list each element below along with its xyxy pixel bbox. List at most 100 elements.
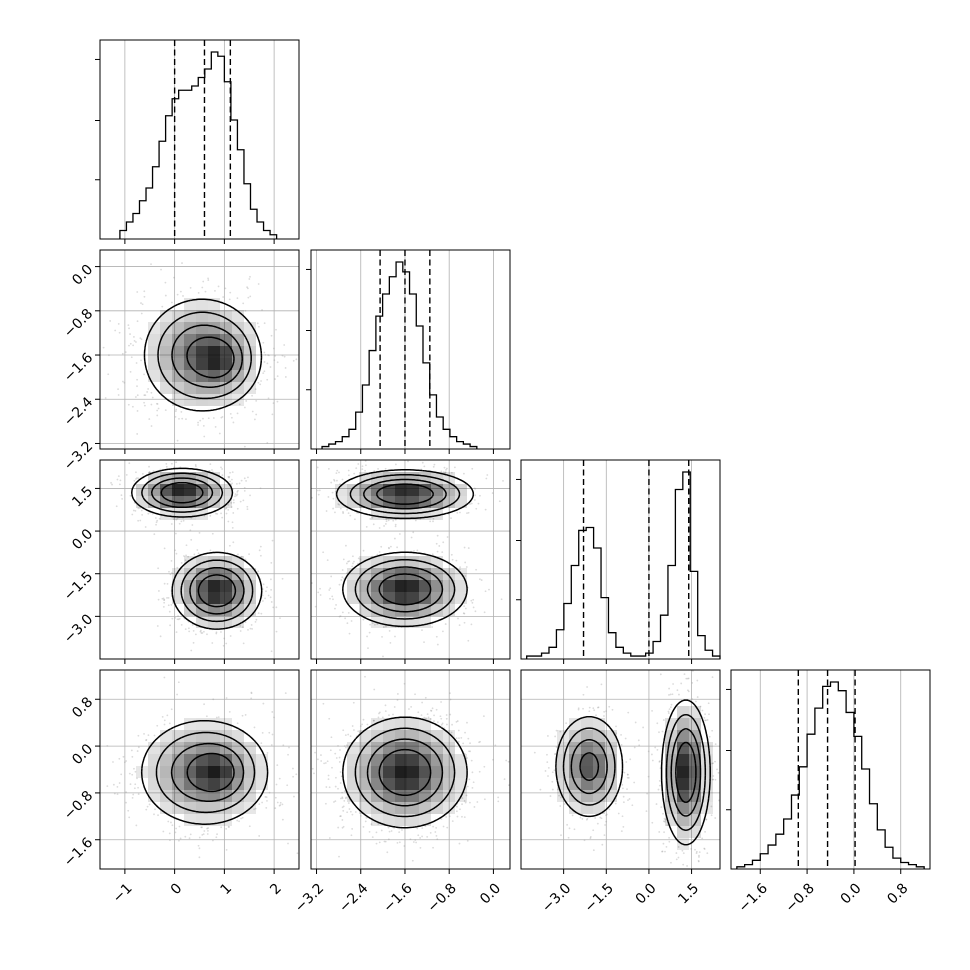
scatter-point	[361, 468, 364, 471]
scatter-point	[435, 542, 438, 545]
hist-panel-2	[516, 459, 721, 664]
scatter-point	[651, 753, 653, 756]
scatter-point	[261, 309, 263, 311]
scatter-point	[341, 796, 344, 799]
scatter-point	[474, 494, 476, 497]
scatter-point	[670, 703, 673, 706]
density-cell	[184, 310, 196, 322]
density-cell	[455, 766, 467, 778]
scatter-point	[140, 312, 143, 315]
scatter-point	[140, 302, 142, 304]
scatter-point	[601, 843, 604, 846]
density-cell	[395, 484, 407, 496]
scatter-point	[614, 802, 617, 805]
scatter-point	[349, 810, 352, 813]
scatter-point	[236, 493, 239, 496]
scatter-point	[695, 850, 698, 853]
panel-frame	[99, 669, 300, 870]
scatter-point	[349, 514, 352, 517]
density-cell	[443, 766, 455, 778]
density-cell	[160, 496, 172, 508]
scatter-point	[174, 549, 177, 552]
scatter-point	[241, 816, 244, 819]
scatter-point	[272, 606, 275, 609]
scatter-point	[228, 710, 231, 713]
scatter-point	[658, 779, 661, 782]
scatter-point	[116, 478, 119, 481]
scatter-point	[158, 590, 160, 592]
scatter-point	[354, 811, 357, 813]
scatter-point	[463, 472, 465, 475]
scatter-point	[667, 712, 670, 714]
scatter-point	[198, 847, 201, 850]
scatter-point	[416, 549, 419, 552]
density-cell	[371, 766, 383, 778]
scatter-point	[627, 711, 630, 714]
density-cell	[359, 766, 371, 778]
x-tick-label: −1.6	[736, 880, 771, 915]
scatter-point	[469, 801, 471, 804]
density-cells	[335, 472, 467, 628]
scatter-point	[705, 818, 708, 821]
scatter-point	[251, 628, 253, 630]
scatter-point	[188, 630, 191, 633]
scatter-point	[216, 513, 219, 515]
scatter-point	[645, 810, 648, 812]
density-cell	[208, 592, 220, 604]
scatter-point	[268, 731, 271, 734]
scatter-point	[661, 850, 663, 853]
scatter-point	[302, 495, 304, 497]
scatter-point	[108, 354, 110, 357]
scatter-point	[714, 760, 716, 763]
scatter-point	[446, 723, 448, 726]
contour-level	[131, 467, 263, 630]
scatter-point	[276, 400, 279, 403]
scatter-point	[362, 549, 365, 552]
scatter-point	[622, 801, 625, 804]
scatter-point	[266, 378, 269, 381]
scatter-point	[359, 725, 362, 727]
scatter-point	[383, 525, 385, 527]
density-cell	[359, 604, 371, 616]
scatter-point	[387, 519, 390, 522]
scatter-point	[348, 632, 351, 635]
scatter-point	[338, 756, 341, 759]
scatter-point	[445, 714, 448, 716]
scatter-point	[270, 578, 272, 581]
scatter-point	[211, 642, 214, 644]
scatter-point	[344, 797, 347, 800]
scatter-point	[701, 709, 704, 712]
scatter-point	[324, 762, 327, 764]
scatter-point	[434, 831, 437, 833]
scatter-point	[341, 611, 344, 614]
density-cell	[455, 484, 467, 496]
scatter-point	[355, 467, 358, 470]
scatter-point	[605, 820, 608, 823]
contour-level	[160, 481, 237, 608]
contour-level	[143, 298, 263, 412]
scatter-point	[348, 808, 351, 810]
scatter-point	[353, 729, 355, 731]
scatter-point	[164, 294, 167, 297]
scatter-point	[136, 750, 139, 752]
scatter-point	[169, 573, 172, 576]
density-cell	[443, 592, 455, 604]
density-cell	[395, 580, 407, 592]
density-cell	[419, 766, 431, 778]
scatter-point	[458, 624, 461, 627]
scatter-point	[712, 775, 715, 777]
contour-lines	[143, 298, 263, 412]
scatter-point	[658, 761, 661, 763]
scatter-point	[239, 625, 242, 627]
scatter-point	[347, 474, 350, 477]
scatter-point	[483, 798, 486, 801]
scatter-point	[334, 785, 337, 788]
scatter-point	[675, 858, 678, 861]
scatter-point	[276, 764, 279, 767]
density-cell	[196, 778, 208, 790]
scatter-point	[320, 760, 323, 762]
scatter-point	[133, 339, 136, 342]
scatter-point	[143, 401, 146, 404]
scatter-point	[257, 612, 260, 615]
scatter-point	[663, 817, 666, 820]
